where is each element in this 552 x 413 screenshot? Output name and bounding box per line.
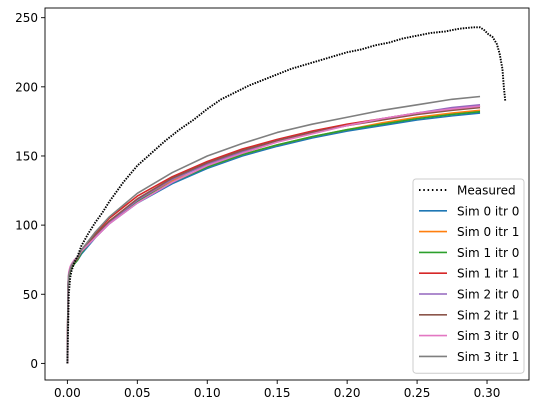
legend-label: Sim 0 itr 1	[457, 225, 519, 239]
y-tick-label: 200	[15, 80, 38, 94]
legend-label: Sim 2 itr 1	[457, 308, 519, 322]
axes-frame	[44, 7, 530, 381]
y-tick-label: 100	[15, 219, 38, 233]
x-tick-label: 0.15	[264, 386, 291, 400]
y-tick-label: 250	[15, 11, 38, 25]
legend-label: Sim 0 itr 0	[457, 204, 519, 218]
x-tick-label: 0.20	[334, 386, 361, 400]
x-tick-label: 0.30	[474, 386, 501, 400]
legend-box	[412, 178, 525, 374]
legend: Measured Sim 0 itr 0 Sim 0 itr 1 Sim 1 itr …	[412, 178, 525, 374]
series-layer	[66, 26, 507, 364]
x-tick-label: 0.00	[54, 386, 81, 400]
series-line-8	[66, 95, 481, 364]
x-tick-label: 0.05	[124, 386, 151, 400]
legend-label: Sim 1 itr 0	[457, 246, 519, 260]
legend-label: Sim 1 itr 1	[457, 267, 519, 281]
y-tick-label: 50	[23, 288, 38, 302]
x-tick-label: 0.10	[194, 386, 221, 400]
legend-label: Measured	[457, 184, 516, 198]
y-tick-label: 150	[15, 149, 38, 163]
x-tick-label: 0.25	[404, 386, 431, 400]
measured-line	[66, 26, 507, 364]
x-axis: 0.00 0.05 0.10 0.15 0.20 0.25 0.30	[54, 380, 500, 400]
y-axis: 0 50 100 150 200 250	[15, 11, 45, 371]
legend-label: Sim 2 itr 0	[457, 288, 519, 302]
legend-label: Sim 3 itr 0	[457, 329, 519, 343]
y-tick-label: 0	[30, 357, 38, 371]
legend-label: Sim 3 itr 1	[457, 350, 519, 364]
